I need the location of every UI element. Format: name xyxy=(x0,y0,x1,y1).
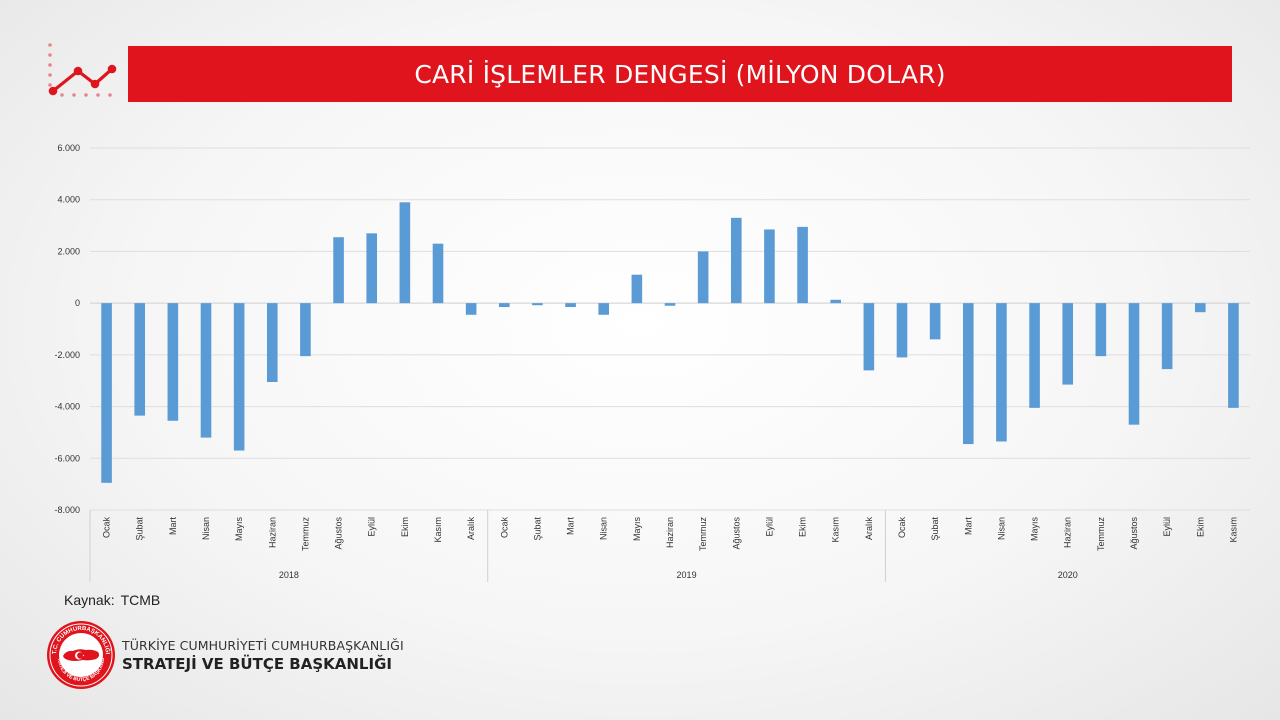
bar xyxy=(896,303,908,358)
bar xyxy=(200,303,212,438)
x-group-label: 2018 xyxy=(279,570,299,580)
x-category-label: Nisan xyxy=(201,517,211,540)
x-category-label: Şubat xyxy=(930,517,940,541)
bar xyxy=(1095,303,1107,357)
x-category-label: Kasım xyxy=(1228,517,1238,543)
bar xyxy=(664,303,676,306)
y-tick-label: -6.000 xyxy=(54,453,80,463)
source-note: Kaynak: TCMB xyxy=(64,592,166,608)
x-category-label: Ocak xyxy=(102,517,112,539)
bar xyxy=(1128,303,1140,425)
x-category-label: Aralık xyxy=(864,517,874,541)
x-category-label: Şubat xyxy=(532,517,542,541)
bar xyxy=(598,303,610,315)
chart-title: CARİ İŞLEMLER DENGESİ (MİLYON DOLAR) xyxy=(128,46,1232,102)
bar xyxy=(929,303,941,340)
bar xyxy=(1228,303,1239,408)
source-label: Kaynak: xyxy=(64,592,115,608)
bar xyxy=(764,229,775,304)
x-category-label: Nisan xyxy=(599,517,609,540)
x-category-label: Ekim xyxy=(798,517,808,537)
x-category-label: Temmuz xyxy=(300,517,310,552)
y-tick-label: 0 xyxy=(75,298,80,308)
y-tick-label: -4.000 xyxy=(54,402,80,412)
bar xyxy=(266,303,278,383)
bar xyxy=(366,233,378,304)
bar xyxy=(830,299,842,304)
bar xyxy=(1161,303,1173,370)
x-category-label: Temmuz xyxy=(698,517,708,552)
x-category-label: Aralık xyxy=(466,517,476,541)
bar xyxy=(1194,303,1206,313)
trend-line-icon xyxy=(48,43,117,97)
bar-chart: 6.000 4.000 2.000 0 -2.000 -4.000 -6.000 -8.000… xyxy=(54,143,1250,582)
y-tick-label: 4.000 xyxy=(57,195,80,205)
x-category-label: Mart xyxy=(566,517,576,535)
y-tick-label: 2.000 xyxy=(57,246,80,256)
x-category-label: Mayıs xyxy=(1030,517,1040,542)
bar xyxy=(863,303,875,371)
x-group-label: 2020 xyxy=(1058,570,1078,580)
x-category-label: Ekim xyxy=(1195,517,1205,537)
y-tick-label: 6.000 xyxy=(57,143,80,153)
x-category-label: Haziran xyxy=(1063,517,1073,548)
bar xyxy=(996,303,1007,442)
x-category-label: Şubat xyxy=(135,517,145,541)
bar xyxy=(300,303,311,357)
x-category-label: Eylül xyxy=(1162,517,1172,537)
y-tick-label: -8.000 xyxy=(54,505,80,515)
org-name-line2: STRATEJİ VE BÜTÇE BAŞKANLIĞI xyxy=(122,655,392,673)
x-category-label: Ağustos xyxy=(731,517,741,550)
x-category-label: Mart xyxy=(168,517,178,535)
x-category-label: Eylül xyxy=(764,517,774,537)
x-category-label: Ağustos xyxy=(1129,517,1139,550)
bar xyxy=(532,303,543,306)
bar xyxy=(631,274,643,304)
bar xyxy=(432,243,444,304)
x-category-label: Eylül xyxy=(367,517,377,537)
x-category-label: Kasım xyxy=(831,517,841,543)
x-category-label: Mart xyxy=(963,517,973,535)
bar xyxy=(1062,303,1074,385)
bar xyxy=(1029,303,1040,408)
x-category-label: Haziran xyxy=(665,517,675,548)
bar xyxy=(565,303,576,308)
x-category-label: Haziran xyxy=(267,517,277,548)
x-category-label: Ocak xyxy=(499,517,509,539)
bar xyxy=(167,303,179,421)
org-name-line1: TÜRKİYE CUMHURİYETİ CUMHURBAŞKANLIĞI xyxy=(122,638,404,653)
bar xyxy=(465,303,477,315)
bar xyxy=(399,202,411,304)
x-category-label: Nisan xyxy=(996,517,1006,540)
source-value: TCMB xyxy=(120,592,161,608)
bar xyxy=(730,217,742,304)
bar xyxy=(697,251,709,304)
bar xyxy=(797,226,808,304)
x-category-label: Ağustos xyxy=(334,517,344,550)
bar xyxy=(333,237,344,304)
x-category-label: Ekim xyxy=(400,517,410,537)
x-category-label: Kasım xyxy=(433,517,443,543)
x-group-label: 2019 xyxy=(677,570,697,580)
y-tick-label: -2.000 xyxy=(54,350,80,360)
bar xyxy=(233,303,245,451)
x-category-label: Temmuz xyxy=(1096,517,1106,552)
x-category-label: Mayıs xyxy=(632,517,642,542)
bar xyxy=(498,303,510,308)
institution-seal-icon: T.C. CUMHURBAŞKANLIĞI STRATEJİ VE BÜTÇE … xyxy=(46,620,115,689)
bar xyxy=(101,303,112,483)
x-category-label: Ocak xyxy=(897,517,907,539)
bar xyxy=(962,303,974,445)
bar xyxy=(134,303,146,416)
x-category-label: Mayıs xyxy=(234,517,244,542)
